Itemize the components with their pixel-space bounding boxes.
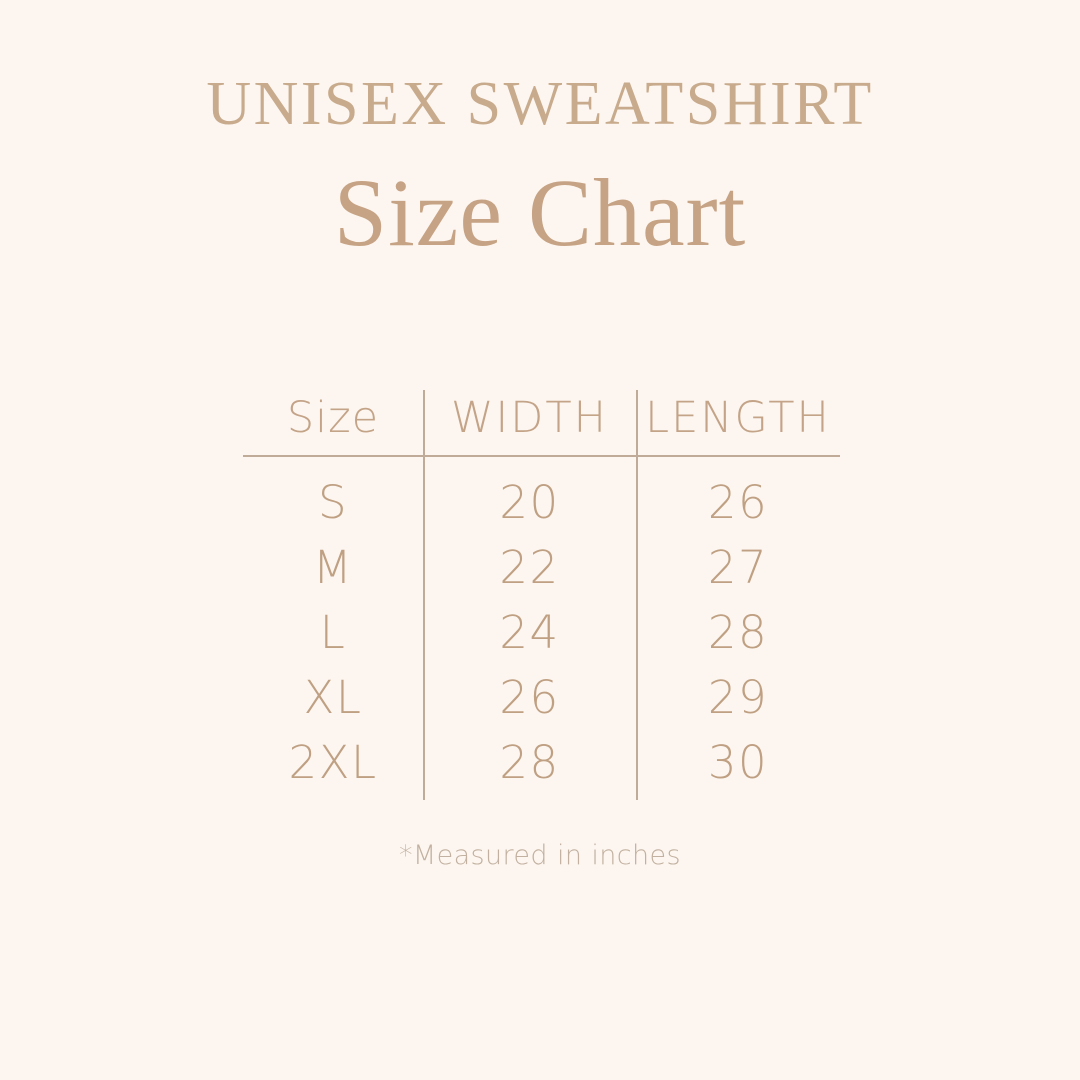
cell-size: 2XL <box>288 735 378 789</box>
column-header-width: WIDTH <box>451 393 608 443</box>
cell-length: 28 <box>707 605 769 659</box>
cell-length: 29 <box>707 670 769 724</box>
size-chart-table: Size WIDTH LENGTH S 20 26 M 22 27 L 24 2… <box>243 385 840 803</box>
cell-length: 26 <box>707 475 769 529</box>
cell-size: XL <box>303 670 363 724</box>
table-header-row: Size WIDTH LENGTH <box>243 385 840 451</box>
cell-width: 28 <box>499 735 560 789</box>
cell-length: 30 <box>707 735 769 789</box>
table-row: XL 26 29 <box>243 665 840 729</box>
table-row: S 20 26 <box>243 470 840 534</box>
column-divider-line-1 <box>423 390 425 800</box>
cell-length: 27 <box>707 540 769 594</box>
measurement-note: *Measured in inches <box>398 840 682 871</box>
table-row: L 24 28 <box>243 600 840 664</box>
cell-size: M <box>312 540 354 594</box>
cell-width: 26 <box>499 670 560 724</box>
column-header-length: LENGTH <box>645 393 831 443</box>
cell-size: S <box>317 475 349 529</box>
column-header-size: Size <box>286 393 380 443</box>
cell-size: L <box>319 605 347 659</box>
page-title-product: UNISEX SWEATSHIRT <box>206 70 874 138</box>
table-row: M 22 27 <box>243 535 840 599</box>
header-divider-line <box>243 455 840 457</box>
page-title-main: Size Chart <box>333 159 747 267</box>
column-divider-line-2 <box>636 390 638 800</box>
table-row: 2XL 28 30 <box>243 730 840 794</box>
cell-width: 22 <box>499 540 560 594</box>
cell-width: 20 <box>499 475 560 529</box>
title-block: UNISEX SWEATSHIRT Size Chart <box>0 70 1080 267</box>
cell-width: 24 <box>499 605 560 659</box>
